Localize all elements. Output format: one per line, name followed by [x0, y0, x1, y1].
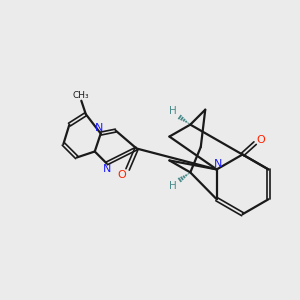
Text: N: N — [95, 123, 104, 133]
Text: H: H — [169, 181, 176, 190]
Text: O: O — [256, 134, 265, 145]
Text: H: H — [169, 106, 176, 116]
Text: CH₃: CH₃ — [72, 91, 89, 100]
Text: N: N — [214, 159, 222, 169]
Text: O: O — [118, 170, 127, 180]
Text: N: N — [103, 164, 112, 174]
